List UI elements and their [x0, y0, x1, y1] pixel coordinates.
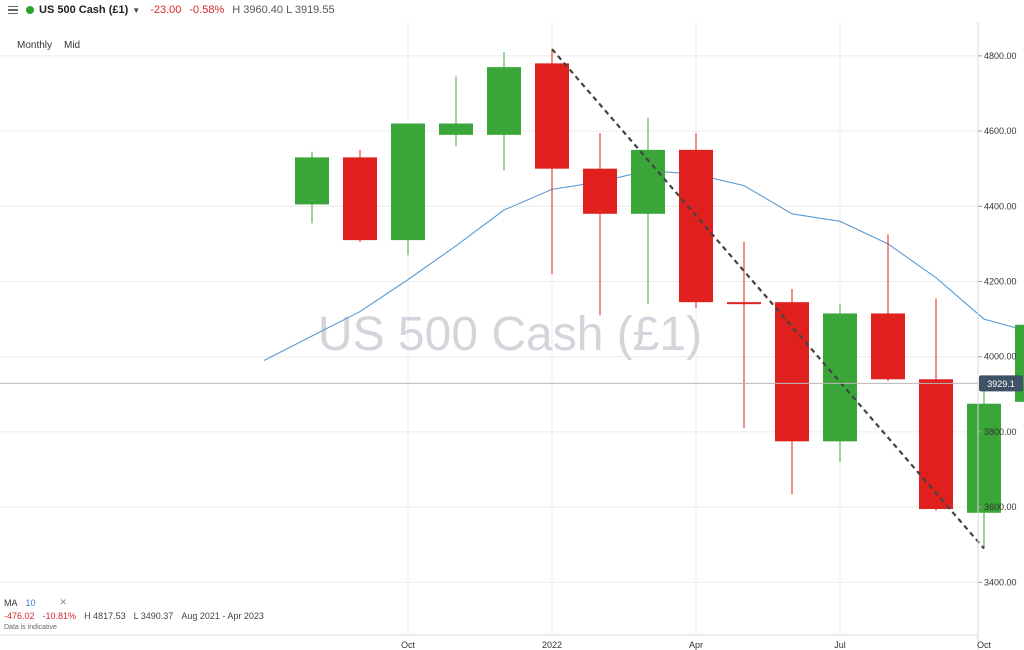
candle-body	[679, 149, 713, 303]
candle-body	[343, 157, 377, 241]
candle-body	[535, 63, 569, 169]
price-change-pct: -0.58%	[189, 4, 225, 16]
price-type-selector[interactable]: Mid	[64, 40, 81, 51]
range-low: L 3490.37	[133, 611, 174, 621]
x-tick-label: Oct	[401, 640, 416, 650]
y-tick-label: 4400.00	[984, 201, 1017, 211]
chevron-down-icon[interactable]: ▼	[132, 5, 141, 15]
indicator-panel: MA 10 ✕ -476.02 -10.81% H 4817.53 L 3490…	[4, 597, 264, 631]
candle-body	[871, 313, 905, 380]
interval-selector[interactable]: Monthly	[17, 40, 53, 51]
candle-body	[583, 168, 617, 214]
y-tick-label: 4800.00	[984, 51, 1017, 61]
candle-body	[775, 302, 809, 442]
range-period: Aug 2021 - Apr 2023	[181, 611, 264, 621]
candle-body	[487, 67, 521, 135]
y-tick-label: 4600.00	[984, 126, 1017, 136]
ma-name[interactable]: MA	[4, 597, 18, 608]
x-tick-label: Apr	[689, 640, 703, 650]
close-icon[interactable]: ✕	[59, 597, 68, 607]
candle-body	[823, 313, 857, 442]
candle-body	[1015, 324, 1024, 402]
y-tick-label: 4000.00	[984, 352, 1017, 362]
candle-body	[967, 403, 1001, 513]
candle-body	[391, 123, 425, 241]
candle-body	[727, 302, 761, 305]
price-tag	[979, 375, 1023, 392]
x-tick-label: 2022	[542, 640, 562, 650]
ma-10-line	[263, 169, 1024, 361]
instrument-header: US 500 Cash (£1) ▼ -23.00 -0.58% H 3960.…	[0, 0, 1024, 20]
downtrend-line	[551, 48, 985, 550]
range-change: -476.02	[4, 611, 35, 621]
candle-body	[919, 379, 953, 510]
current-price: 3929.1	[0, 375, 1023, 392]
high-low: H 3960.40 L 3919.55	[232, 4, 335, 16]
x-tick-label: Oct	[977, 640, 992, 650]
disclaimer: Data is indicative	[4, 624, 57, 631]
range-high: H 4817.53	[84, 611, 126, 621]
candle-body	[295, 157, 329, 205]
range-change-pct: -10.81%	[42, 611, 77, 621]
y-tick-label: 3600.00	[984, 502, 1017, 512]
market-status-icon	[26, 6, 34, 14]
ma-line	[263, 169, 1024, 361]
y-axis: 3400.00 3600.00 3800.00 4000.00 4200.00 4400.…	[977, 22, 1017, 650]
watermark: US 500 Cash (£1)	[318, 308, 702, 361]
y-tick-label: 3400.00	[984, 577, 1017, 587]
price-tag-label: 3929.1	[987, 379, 1015, 389]
gridlines	[0, 22, 978, 635]
menu-icon[interactable]	[8, 5, 18, 15]
x-tick-label: Jul	[834, 640, 846, 650]
x-axis: 2021Oct2022AprJulOct2023Apr	[0, 634, 992, 650]
y-tick-label: 4200.00	[984, 276, 1017, 286]
candles	[295, 49, 1024, 549]
trendline	[551, 48, 985, 550]
instrument-name[interactable]: US 500 Cash (£1)	[39, 4, 129, 16]
price-change: -23.00	[150, 4, 182, 16]
candle-body	[439, 123, 473, 135]
y-tick-label: 3800.00	[984, 427, 1017, 437]
ma-period[interactable]: 10	[25, 597, 36, 608]
